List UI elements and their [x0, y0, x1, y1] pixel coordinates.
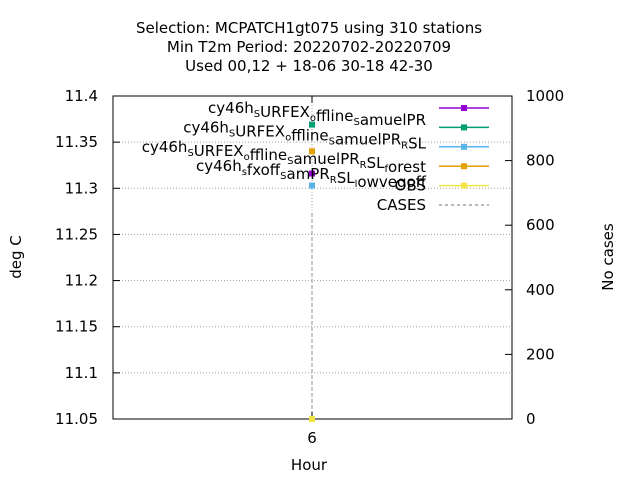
y2-tick-label: 200 — [526, 345, 555, 363]
data-point — [309, 416, 315, 422]
y2-axis-ticks: 1000 800 600 400 200 0 — [505, 87, 564, 428]
legend-swatch-marker — [461, 124, 467, 131]
legend-label: cy46hSURFEXofflineSamuelPRRSLforest — [142, 138, 426, 176]
y2-tick-label: 0 — [526, 410, 536, 428]
y2-tick-label: 1000 — [526, 87, 564, 105]
legend-swatch-marker — [461, 143, 467, 150]
data-point — [309, 170, 315, 177]
grid — [113, 96, 512, 419]
legend-label: CASES — [377, 196, 426, 214]
chart-title-line: Selection: MCPATCH1gt075 using 310 stati… — [136, 19, 482, 37]
data-point — [309, 182, 315, 189]
x-tick-label: 6 — [307, 429, 317, 447]
chart-title-line: Min T2m Period: 20220702-20220709 — [167, 38, 451, 56]
y-tick-label: 11.25 — [55, 225, 98, 243]
legend-swatch-marker — [461, 182, 467, 189]
y-tick-label: 11.1 — [65, 364, 98, 382]
legend-swatch-marker — [461, 163, 467, 170]
y2-tick-label: 800 — [526, 152, 555, 170]
legend-label: cy46hSURFEXofflineSamuelPR — [208, 99, 426, 129]
y2-tick-label: 600 — [526, 216, 555, 234]
y-tick-label: 11.05 — [55, 410, 98, 428]
y2-tick-label: 400 — [526, 281, 555, 299]
data-point — [309, 121, 315, 128]
y-tick-label: 11.2 — [65, 272, 98, 290]
x-axis-label: Hour — [291, 456, 328, 474]
legend-label: cy46hsfxoffSamPRRSLlowvegoff — [196, 157, 427, 191]
y-axis-ticks: 11.4 11.35 11.3 11.25 11.2 11.15 11.1 11.05 — [55, 87, 120, 428]
legend-swatch-marker — [461, 105, 467, 111]
y-tick-label: 11.3 — [65, 179, 98, 197]
y-axis-label: deg C — [7, 235, 25, 279]
legend-label: cy46hSURFEXofflineSamuelPRRSL — [183, 118, 426, 152]
legend-label: OBS — [395, 177, 426, 195]
y-tick-label: 11.35 — [55, 133, 98, 151]
chart-title: Selection: MCPATCH1gt075 using 310 stati… — [136, 19, 482, 75]
y-tick-label: 11.15 — [55, 318, 98, 336]
chart-title-line: Used 00,12 + 18-06 30-18 42-30 — [185, 57, 433, 75]
legend: cy46hSURFEXofflineSamuelPRcy46hSURFEXoff… — [142, 99, 489, 214]
y-tick-label: 11.4 — [65, 87, 98, 105]
data-point — [309, 148, 315, 155]
data-points — [309, 121, 315, 422]
y2-axis-label: No cases — [599, 223, 617, 291]
